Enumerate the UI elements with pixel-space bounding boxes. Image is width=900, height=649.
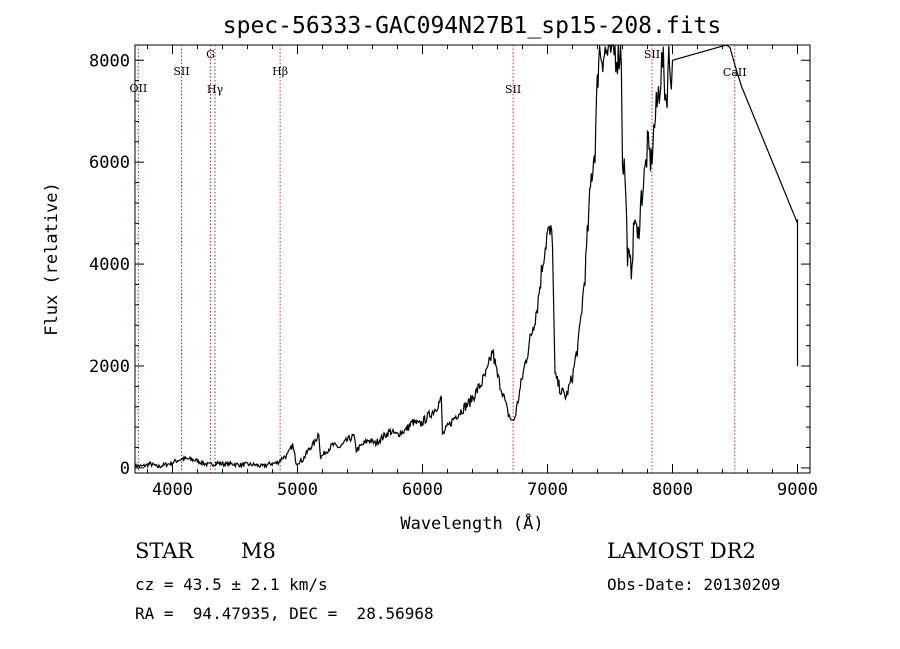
- line-marker-label: G: [206, 48, 215, 61]
- x-tick-label: 7000: [527, 480, 568, 500]
- survey-name: LAMOST DR2: [607, 539, 756, 563]
- observation-date: Obs-Date: 20130209: [607, 575, 781, 594]
- line-marker-label: OII: [130, 82, 148, 95]
- x-tick-label: 9000: [777, 480, 818, 500]
- x-tick-label: 5000: [277, 480, 318, 500]
- y-axis-label: Flux (relative): [42, 182, 62, 336]
- line-marker-label: SII: [505, 83, 521, 96]
- x-tick-label: 8000: [652, 480, 693, 500]
- x-tick-label: 6000: [402, 480, 443, 500]
- line-marker-label: SII: [644, 48, 660, 61]
- y-tick-label: 8000: [89, 51, 130, 71]
- line-marker-label: SII: [173, 65, 189, 78]
- spectral-line-markers: OII SII G Hγ Hβ SII SII CaII: [130, 45, 747, 473]
- chart-title: spec-56333-GAC094N27B1_sp15-208.fits: [223, 13, 722, 39]
- line-marker-label: Hγ: [207, 83, 224, 96]
- object-class: STAR: [135, 539, 194, 563]
- line-marker-label: Hβ: [272, 65, 288, 78]
- line-marker-label: CaII: [723, 66, 747, 79]
- y-tick-label: 4000: [89, 255, 130, 275]
- y-tick-label: 2000: [89, 357, 130, 377]
- x-tick-label: 4000: [152, 480, 193, 500]
- redshift-cz: cz = 43.5 ± 2.1 km/s: [135, 575, 328, 594]
- x-axis-label: Wavelength (Å): [400, 512, 543, 534]
- y-tick-label: 6000: [89, 153, 130, 173]
- coordinates: RA = 94.47935, DEC = 28.56968: [135, 604, 434, 623]
- spectrum-series-line: [134, 44, 799, 469]
- axis-ticks: 4000 5000 6000 7000 8000 9000 0 2000 4000 6000 800…: [89, 45, 818, 500]
- object-subclass: M8: [241, 539, 276, 563]
- plot-frame: [134, 44, 811, 474]
- y-tick-label: 0: [120, 459, 130, 479]
